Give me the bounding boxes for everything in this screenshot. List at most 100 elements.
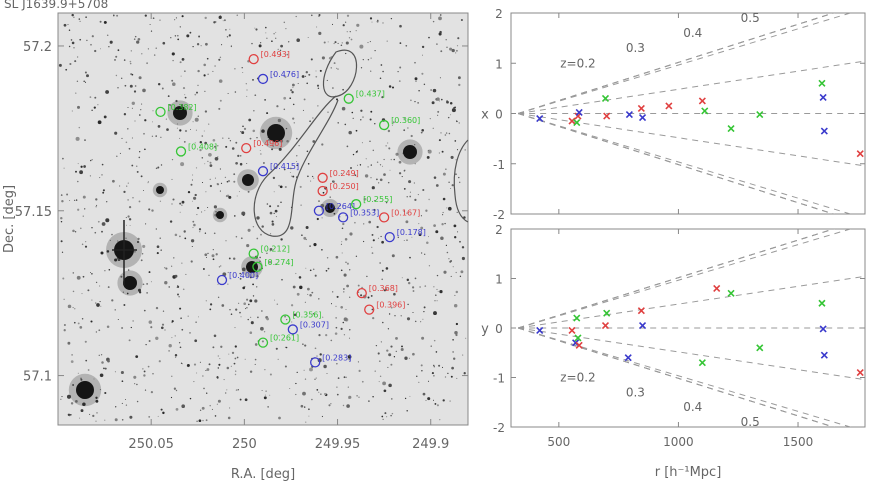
star bbox=[422, 318, 424, 320]
star bbox=[284, 185, 287, 189]
galaxy-point bbox=[575, 108, 583, 117]
star bbox=[145, 223, 147, 225]
star bbox=[219, 56, 222, 59]
star bbox=[137, 237, 140, 241]
star bbox=[221, 44, 223, 46]
star bbox=[176, 34, 179, 37]
star bbox=[184, 237, 187, 240]
star bbox=[278, 416, 281, 420]
star bbox=[387, 328, 390, 330]
star bbox=[79, 38, 82, 41]
star bbox=[175, 17, 177, 19]
star bbox=[436, 97, 440, 101]
galaxy-redshift-label: [0.353] bbox=[350, 208, 379, 217]
star bbox=[403, 210, 405, 212]
star bbox=[448, 258, 450, 260]
star bbox=[179, 137, 181, 139]
star bbox=[309, 269, 312, 272]
star bbox=[455, 173, 457, 175]
galaxy-point bbox=[573, 314, 581, 322]
star bbox=[317, 87, 320, 90]
star bbox=[300, 204, 302, 206]
star bbox=[76, 275, 81, 280]
star bbox=[234, 373, 237, 376]
star bbox=[425, 399, 427, 402]
galaxy-point bbox=[624, 354, 632, 362]
bright-source bbox=[267, 124, 285, 142]
star bbox=[355, 255, 358, 257]
star bbox=[66, 193, 69, 196]
star bbox=[99, 389, 101, 391]
star bbox=[376, 225, 379, 229]
star bbox=[309, 294, 312, 297]
star bbox=[216, 403, 219, 405]
star bbox=[318, 13, 321, 17]
star bbox=[405, 220, 409, 224]
galaxy-point bbox=[818, 79, 826, 87]
star bbox=[82, 275, 85, 278]
star bbox=[148, 340, 151, 342]
star bbox=[195, 167, 198, 169]
star bbox=[226, 389, 228, 391]
star bbox=[205, 300, 207, 302]
star bbox=[78, 18, 81, 20]
redshift-label: z=0.2 bbox=[560, 56, 595, 70]
star bbox=[98, 329, 101, 332]
star bbox=[212, 346, 215, 349]
star bbox=[95, 198, 98, 201]
star bbox=[219, 168, 221, 170]
star bbox=[150, 30, 153, 32]
star bbox=[455, 333, 458, 337]
galaxy-point bbox=[756, 344, 764, 352]
star bbox=[393, 356, 396, 358]
star bbox=[63, 298, 65, 300]
star bbox=[254, 358, 257, 361]
star bbox=[277, 118, 282, 123]
star bbox=[178, 342, 181, 344]
star bbox=[200, 45, 202, 47]
star bbox=[437, 114, 439, 116]
redshift-label: 0.5 bbox=[741, 415, 760, 429]
star bbox=[239, 277, 242, 280]
star bbox=[228, 195, 232, 199]
star bbox=[358, 369, 361, 372]
star bbox=[420, 252, 423, 254]
star bbox=[333, 62, 336, 65]
star bbox=[330, 403, 332, 405]
star bbox=[321, 56, 325, 60]
star bbox=[90, 159, 92, 162]
galaxy-point bbox=[536, 326, 544, 335]
star bbox=[315, 377, 317, 379]
wedge-dash bbox=[518, 113, 853, 214]
star bbox=[102, 367, 105, 370]
star bbox=[254, 343, 258, 346]
star bbox=[290, 226, 294, 230]
star bbox=[105, 90, 110, 94]
star bbox=[73, 321, 76, 324]
star bbox=[112, 179, 115, 183]
star bbox=[207, 206, 209, 209]
star bbox=[454, 52, 457, 54]
star bbox=[442, 214, 444, 216]
star bbox=[259, 256, 261, 259]
star bbox=[204, 253, 208, 257]
star bbox=[457, 231, 459, 233]
star bbox=[196, 91, 198, 94]
x-tick-label: 1500 bbox=[783, 435, 814, 449]
star bbox=[252, 79, 254, 81]
star bbox=[269, 205, 272, 208]
star bbox=[242, 125, 244, 128]
redshift-label: 0.4 bbox=[683, 26, 702, 40]
star bbox=[94, 96, 97, 99]
star bbox=[206, 368, 210, 371]
star bbox=[452, 338, 454, 341]
star bbox=[428, 36, 430, 39]
galaxy-redshift-label: [0.249] bbox=[330, 169, 359, 178]
y-tick-label: 1 bbox=[495, 57, 503, 71]
star bbox=[455, 322, 459, 326]
star bbox=[247, 190, 250, 193]
star bbox=[343, 291, 345, 293]
star bbox=[201, 135, 204, 137]
star bbox=[244, 358, 246, 360]
star bbox=[234, 345, 237, 348]
